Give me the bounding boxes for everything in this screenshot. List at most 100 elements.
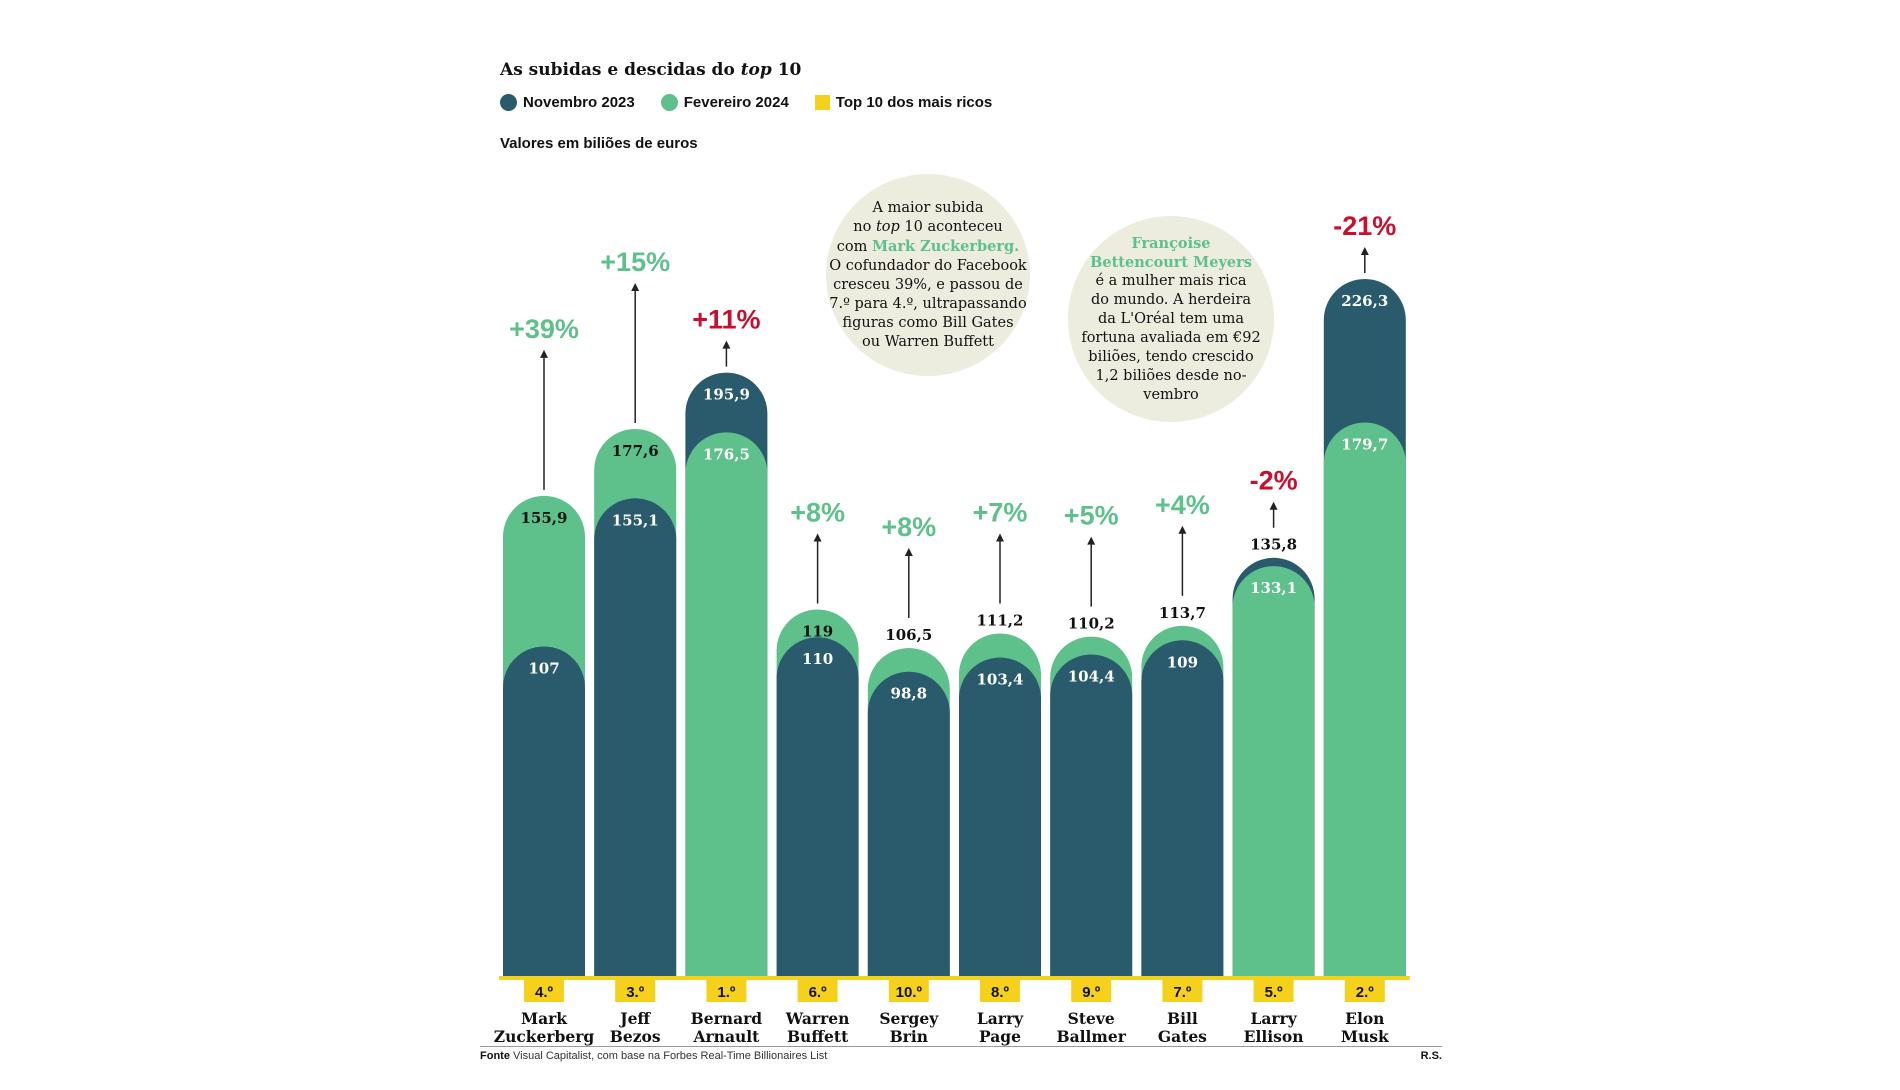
value-label-outer: 110,2 (1068, 615, 1115, 633)
value-label-inner: 104,4 (1068, 667, 1115, 685)
value-label-inner: 179,7 (1341, 436, 1388, 454)
change-label: +5% (1064, 501, 1119, 531)
change-arrow-head (1360, 246, 1369, 255)
rank-badge (524, 980, 564, 1002)
title-italic: top (740, 60, 772, 80)
value-label-inner: 155,1 (612, 511, 659, 529)
person-last-name: Gates (1158, 1027, 1207, 1046)
bar-nov-2023 (594, 498, 677, 976)
rank-badge (615, 980, 656, 1002)
legend-label-nov: Novembro 2023 (523, 94, 635, 111)
note1-line7: figuras como Bill Gates (842, 314, 1014, 331)
person-first-name: Steve (1068, 1009, 1115, 1028)
legend: Novembro 2023 Fevereiro 2024 Top 10 dos … (500, 94, 992, 111)
annotation-bettencourt: Françoise Bettencourt Meyers é a mulher … (1068, 216, 1274, 422)
note1-line2: no top 10 aconteceu (829, 218, 1026, 237)
person-first-name: Larry (1250, 1009, 1297, 1028)
source-text: Visual Capitalist, com base na Forbes Re… (513, 1050, 828, 1062)
rank-badge (888, 980, 929, 1002)
bar-nov-2023 (503, 646, 585, 976)
change-label: +7% (973, 498, 1028, 528)
person-last-name: Page (979, 1027, 1021, 1046)
rank-label: 4.º (535, 984, 554, 1001)
rank-label: 9.º (1082, 984, 1101, 1001)
note2-line7: biliões, tendo crescido (1088, 348, 1254, 365)
legend-label-feb: Fevereiro 2024 (683, 94, 789, 111)
legend-item-top10: Top 10 dos mais ricos (814, 94, 992, 111)
source-label: Fonte (480, 1050, 510, 1062)
rank-label: 2.º (1356, 984, 1375, 1001)
credit: R.S. (1420, 1050, 1442, 1062)
chart-title: As subidas e descidas do top 10 (500, 60, 801, 80)
value-label-outer: 195,9 (703, 386, 750, 404)
legend-dot-feb (660, 94, 678, 111)
value-label-outer: 106,5 (885, 626, 932, 644)
rank-label: 1.º (717, 984, 736, 1001)
legend-dot-nov (500, 94, 517, 111)
value-label-inner: 98,8 (891, 685, 928, 703)
person-last-name: Brin (890, 1027, 928, 1046)
note1-line5: cresceu 39%, e passou de (833, 276, 1023, 293)
value-label-inner: 176,5 (703, 445, 750, 463)
change-arrow-head (540, 349, 548, 358)
change-label: +11% (692, 305, 760, 335)
note1-l2a: no (853, 218, 876, 235)
bar-nov-2023 (959, 657, 1041, 976)
baseline-strip (499, 976, 1410, 980)
note1-highlight: Mark Zuckerberg. (871, 237, 1020, 255)
change-label: +4% (1155, 490, 1210, 520)
note1-l3a: com (836, 238, 872, 255)
rank-label: 3.º (626, 984, 645, 1001)
person-last-name: Arnault (692, 1027, 760, 1046)
note2-highlight1: Françoise (1131, 234, 1211, 252)
note1-l2i: top (875, 218, 900, 235)
rank-label: 7.º (1173, 984, 1192, 1001)
change-label: +39% (509, 314, 579, 344)
person-first-name: Sergey (879, 1009, 939, 1028)
note1-line4: O cofundador do Facebook (829, 257, 1027, 274)
person-last-name: Bezos (610, 1027, 661, 1046)
legend-item-feb: Fevereiro 2024 (660, 94, 789, 111)
person-last-name: Ballmer (1057, 1027, 1127, 1046)
value-label-inner: 109 (1167, 653, 1198, 671)
change-arrow-head (996, 533, 1004, 542)
value-label-outer: 113,7 (1159, 604, 1206, 622)
change-label: +8% (881, 512, 936, 542)
person-first-name: Jeff (618, 1009, 651, 1028)
bar-feb-2024 (1232, 566, 1315, 976)
change-label: +15% (600, 247, 670, 277)
rank-label: 10.º (896, 984, 923, 1001)
rank-badge (1253, 980, 1294, 1002)
change-arrow-head (1269, 501, 1278, 510)
bar-feb-2024 (1323, 422, 1406, 976)
rank-label: 6.º (809, 984, 828, 1001)
bar-feb-2024 (685, 432, 768, 976)
value-label-outer: 226,3 (1341, 292, 1388, 310)
rank-badge (1071, 980, 1112, 1002)
value-label-inner: 133,1 (1250, 579, 1297, 597)
value-label-outer: 177,6 (612, 442, 659, 460)
person-first-name: Elon (1345, 1009, 1384, 1028)
person-last-name: Zuckerberg (494, 1027, 595, 1046)
rank-badge (1162, 980, 1203, 1002)
note1-line3: com Mark Zuckerberg. (829, 237, 1026, 257)
note2-line9: vembro (1143, 386, 1199, 403)
note1-line8: ou Warren Buffett (862, 333, 994, 350)
change-arrow-head (1087, 536, 1096, 545)
rank-label: 5.º (1265, 984, 1284, 1001)
value-label-inner: 107 (528, 659, 559, 677)
person-first-name: Bernard (691, 1009, 763, 1028)
rank-label: 8.º (991, 984, 1010, 1001)
note1-l2b: 10 aconteceu (899, 218, 1003, 235)
note2-highlight2: Bettencourt Meyers (1090, 253, 1252, 271)
annotation-zuckerberg: A maior subida no top 10 aconteceu com M… (826, 174, 1030, 376)
rank-badge (706, 980, 747, 1002)
legend-square-top10 (814, 95, 830, 110)
note2-line8: 1,2 biliões desde no- (1095, 367, 1247, 384)
note2-line3: é a mulher mais rica (1095, 272, 1247, 289)
footer-rule (480, 1046, 1442, 1047)
legend-item-nov: Novembro 2023 (500, 94, 635, 111)
unit-label: Valores em biliões de euros (500, 135, 698, 152)
